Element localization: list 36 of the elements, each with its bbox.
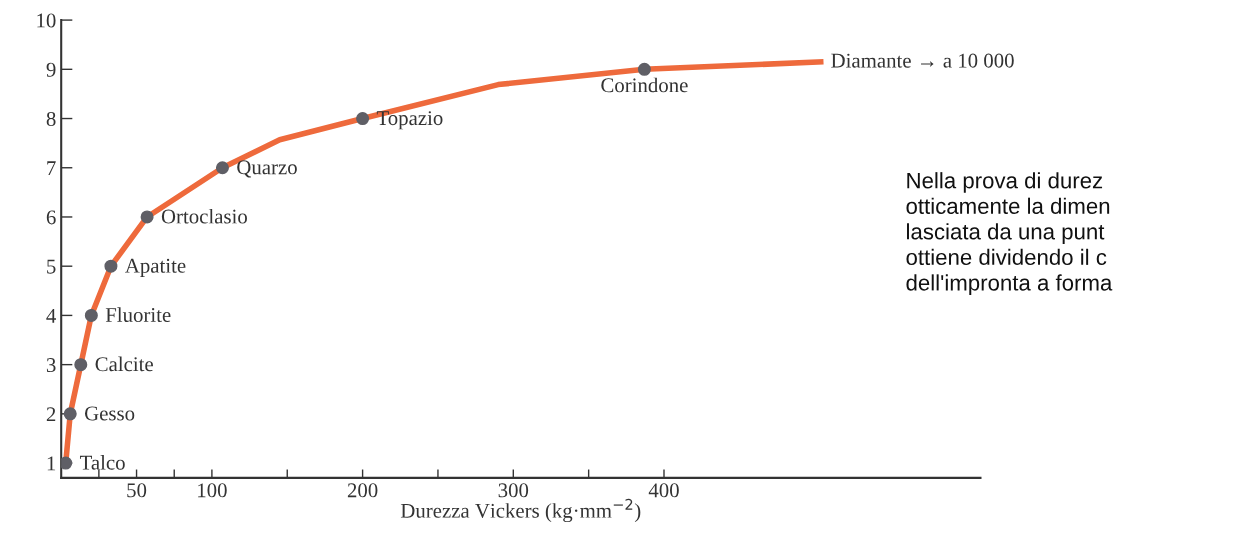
- y-tick-label: 2: [46, 407, 56, 422]
- y-tick-label: 3: [46, 358, 56, 373]
- annotation: Ortoclasio: [161, 208, 247, 224]
- y-tick-label: 6: [46, 210, 56, 225]
- annotation: Calcite: [95, 356, 153, 372]
- x-tick-label: 200: [347, 483, 378, 498]
- annotation: Quarzo: [237, 160, 297, 178]
- annotation: Talco: [79, 455, 125, 470]
- x-tick-label: 300: [498, 483, 529, 498]
- annotation: Fluorite: [105, 307, 171, 323]
- point: [356, 112, 370, 126]
- annotation: Gesso: [84, 406, 135, 421]
- y-tick-label: 5: [47, 259, 56, 274]
- x-tick-label: 400: [648, 483, 679, 498]
- annotation: Diamante → a 10 000: [831, 53, 1014, 68]
- point: [637, 62, 651, 76]
- x-tick-label: 50: [127, 483, 147, 498]
- y-tick-label: 10: [37, 13, 56, 28]
- point: [140, 210, 154, 224]
- x-tick-label: 100: [198, 483, 227, 498]
- y-tick-label: 7: [47, 161, 56, 175]
- annotation: Corindone: [601, 77, 688, 93]
- annotation: Topazio: [376, 111, 443, 130]
- point: [84, 308, 98, 322]
- x-axis-title: Durezza Vickers (kg·mm$^{−2}$): [400, 498, 641, 523]
- annotation: Apatite: [125, 258, 186, 278]
- y-tick-label: 1: [47, 456, 56, 471]
- point: [63, 407, 77, 421]
- point: [215, 161, 229, 175]
- point: [74, 358, 88, 372]
- y-tick-label: 4: [46, 308, 57, 323]
- y-tick-label: 8: [46, 111, 56, 126]
- point: [61, 456, 73, 470]
- point: [104, 259, 118, 273]
- annotation: Nella prova di durez otticamente la dimen lasciata da una punt ottiene dividendo il c dell'impronta a forma: [906, 172, 1113, 296]
- y-tick-label: 9: [46, 62, 56, 77]
